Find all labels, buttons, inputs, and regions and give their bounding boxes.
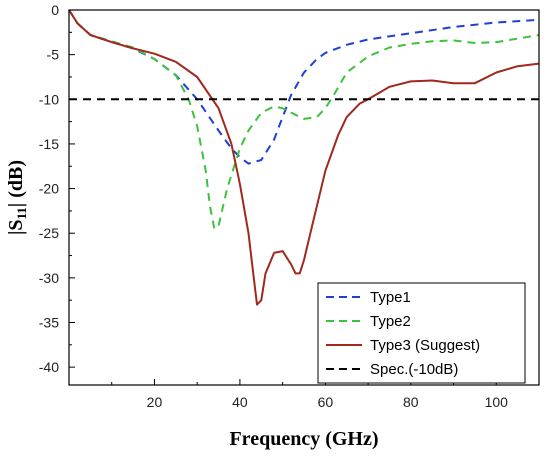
y-axis-title-part: | (dB) (5, 160, 27, 207)
y-axis-title-part: |S (5, 219, 27, 235)
y-tick-label: -30 (39, 270, 59, 286)
y-tick-label: 0 (51, 2, 59, 18)
y-tick-label: -5 (47, 47, 60, 63)
legend-label: Type1 (370, 289, 411, 306)
legend-label: Type2 (370, 313, 411, 330)
y-axis-title: |S11| (dB) (5, 160, 29, 235)
plot-area (68, 9, 540, 306)
legend-label: Type3 (Suggest) (370, 337, 480, 354)
y-axis-title-subscript: 11 (14, 207, 29, 219)
y-tick-label: -20 (39, 181, 59, 197)
axes: 20 40 60 80 100 0 -5 -10 -15 -20 -25 -30 -35 -40 (39, 2, 540, 410)
y-tick-label: -10 (39, 91, 59, 107)
y-tick-label: -35 (39, 315, 59, 331)
x-tick-label: 40 (232, 394, 248, 410)
y-tick-label: -25 (39, 225, 59, 241)
x-tick-label: 20 (147, 394, 163, 410)
legend-box (317, 282, 526, 384)
legend-label: Spec.(-10dB) (370, 361, 458, 378)
y-tick-label: -15 (39, 136, 59, 152)
x-tick-label: 80 (403, 394, 419, 410)
plot-frame (68, 9, 540, 386)
legend: Type1 Type2 Type3 (Suggest) Spec.(-10dB) (317, 282, 526, 384)
x-tick-label: 60 (318, 394, 334, 410)
x-axis-title: Frequency (GHz) (229, 428, 378, 450)
y-tick-label: -40 (39, 359, 59, 375)
series-line-1 (68, 9, 540, 230)
series-line-0 (68, 9, 540, 165)
x-tick-label: 100 (485, 394, 509, 410)
series-line-2 (68, 9, 540, 306)
